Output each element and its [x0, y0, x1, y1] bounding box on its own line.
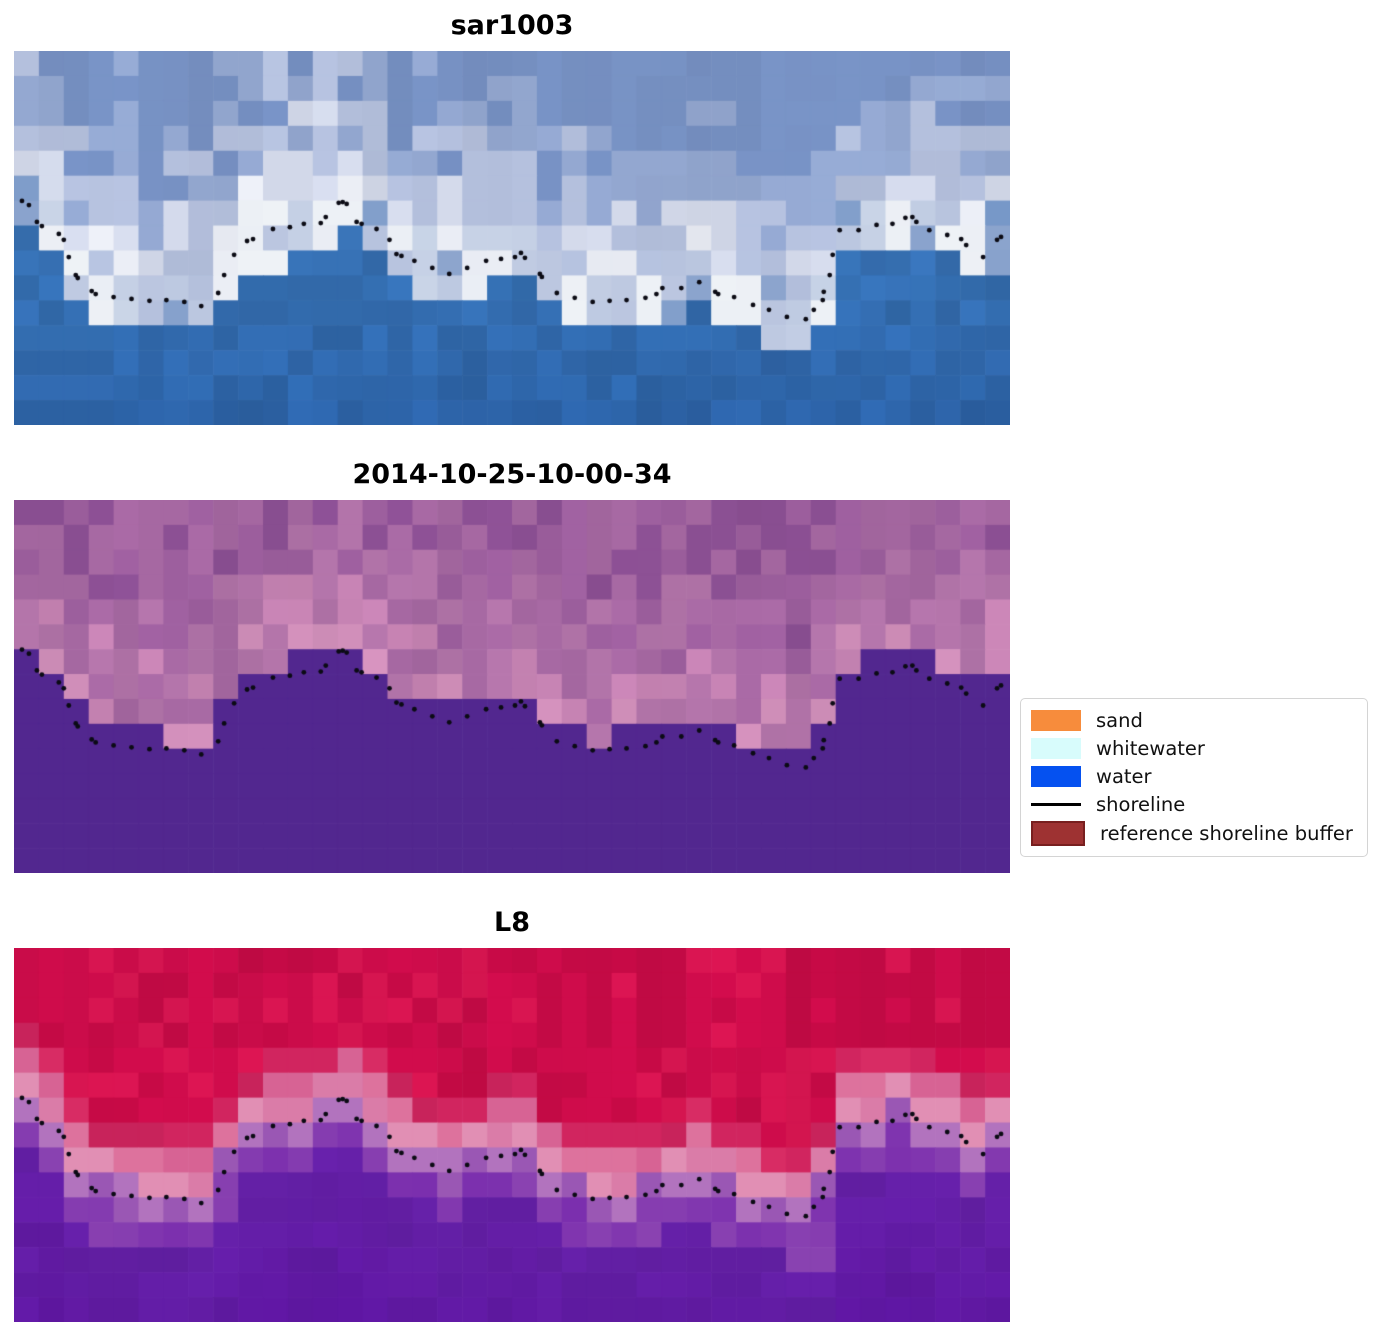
sand-swatch-icon: [1031, 709, 1081, 731]
legend-label: shoreline: [1096, 793, 1186, 817]
whitewater-swatch-icon: [1031, 737, 1081, 759]
panel-title-date: 2014-10-25-10-00-34: [352, 459, 672, 490]
legend-item-shoreline: shoreline: [1031, 793, 1357, 816]
legend-item-sand: sand: [1031, 709, 1357, 732]
water-swatch-icon: [1031, 765, 1081, 787]
legend-item-reference-buffer: reference shoreline buffer: [1031, 821, 1357, 847]
legend-label: reference shoreline buffer: [1100, 822, 1353, 846]
panel-image-l8: [14, 948, 1010, 1322]
panel-title-sar1003: sar1003: [450, 10, 574, 41]
panel-image-sar1003: [14, 51, 1010, 425]
legend: sand whitewater water shoreline referenc…: [1020, 698, 1368, 857]
legend-item-water: water: [1031, 765, 1357, 788]
legend-label: water: [1096, 764, 1152, 788]
shoreline-line-icon: [1031, 803, 1081, 807]
legend-item-whitewater: whitewater: [1031, 737, 1357, 760]
legend-label: sand: [1096, 708, 1143, 732]
legend-label: whitewater: [1096, 736, 1205, 760]
reference-buffer-swatch-icon: [1031, 821, 1085, 847]
panel-title-l8: L8: [494, 907, 530, 938]
panel-image-classified: [14, 500, 1010, 873]
